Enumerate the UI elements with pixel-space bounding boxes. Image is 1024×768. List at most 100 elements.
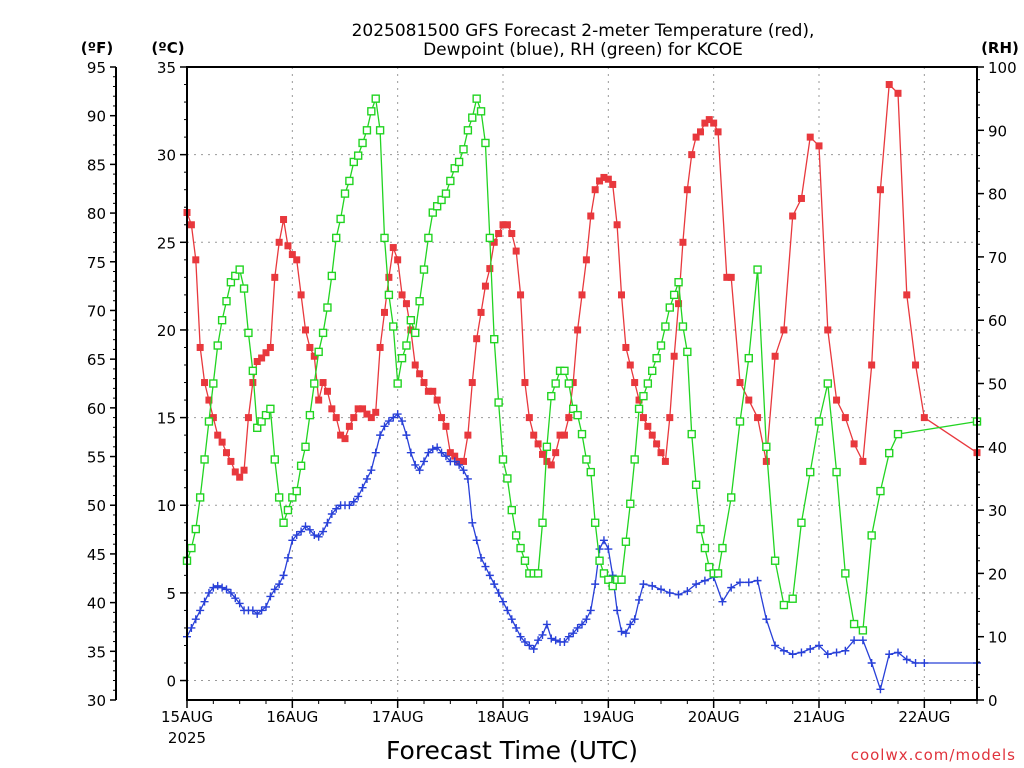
rh-point (446, 176, 455, 186)
rh-point (551, 379, 560, 388)
rh-point (687, 429, 696, 439)
dewpoint-point (231, 594, 240, 603)
dewpoint-point (867, 659, 876, 668)
dewpoint-point (635, 595, 644, 604)
temperature-point (310, 352, 318, 360)
rh-tick-label: 90 (988, 122, 1007, 140)
celsius-tick-label: 15 (157, 410, 176, 428)
fahrenheit-tick-label: 75 (87, 254, 106, 272)
dewpoint-point (345, 501, 354, 510)
temperature-point (460, 457, 467, 465)
dewpoint-point (617, 627, 626, 636)
rh-point (380, 233, 389, 243)
dewpoint-point (402, 431, 411, 440)
dewpoint-point (411, 460, 420, 469)
temperature-point (372, 408, 380, 416)
dewpoint-point (297, 527, 306, 536)
rh-tick-label: 50 (988, 376, 1007, 394)
rh-tick-label: 70 (988, 249, 1007, 267)
dewpoint-point (314, 532, 323, 541)
dewpoint-point (823, 650, 832, 659)
rh-point (415, 297, 424, 306)
celsius-tick-label: 20 (157, 322, 176, 340)
rh-point (516, 543, 525, 553)
dewpoint-point (700, 576, 709, 585)
dewpoint-point (433, 443, 442, 452)
celsius-tick-label: 30 (157, 147, 176, 165)
rh-point (547, 391, 556, 401)
rh-point (345, 176, 354, 186)
rh-point (727, 493, 736, 502)
dewpoint-point (569, 629, 578, 638)
rh-point (564, 379, 574, 388)
temperature-point (876, 186, 884, 194)
rh-point (586, 467, 595, 477)
dewpoint-point (367, 466, 376, 475)
rh-point (520, 556, 530, 565)
rh-point (292, 486, 301, 496)
temperature-point (350, 414, 358, 422)
rh-point (279, 518, 288, 527)
temperature-point (885, 81, 893, 89)
dewpoint-point (920, 659, 929, 668)
dewpoint-point (665, 588, 674, 597)
rh-point (481, 138, 490, 148)
temperature-point (512, 247, 520, 255)
temperature-point (565, 414, 573, 422)
rh-point (476, 107, 486, 116)
temperature-point (661, 457, 669, 465)
temperature-point (288, 251, 296, 259)
rh-point (604, 575, 613, 584)
temperature-point (271, 273, 279, 281)
dewpoint-point (604, 545, 613, 554)
rh-point (867, 531, 876, 540)
dewpoint-point (262, 602, 270, 611)
x-tick-label: 17AUG (372, 708, 424, 726)
temperature-point (262, 349, 270, 357)
rh-point (797, 518, 806, 527)
temperature-point (631, 379, 639, 387)
temperature-point (429, 387, 437, 395)
temperature-point (626, 361, 634, 369)
dewpoint-point (599, 536, 608, 545)
dewpoint-point (420, 457, 428, 466)
temperature-point (389, 244, 397, 252)
dewpoint-point (196, 606, 205, 615)
rh-point (358, 138, 367, 148)
dewpoint-point (450, 457, 459, 466)
rh-point (283, 505, 293, 515)
temperature-point (394, 256, 402, 264)
temperature-point (714, 128, 722, 136)
temperature-point (736, 379, 744, 387)
rh-point (406, 316, 416, 325)
rh-point (806, 467, 815, 477)
dewpoint-point (499, 597, 507, 606)
rh-point (494, 398, 503, 407)
temperature-point (670, 352, 678, 360)
dewpoint-point (283, 553, 292, 562)
x-tick-label: 19AUG (582, 708, 634, 726)
temperature-point (205, 396, 213, 404)
dewpoint-point (424, 448, 433, 457)
rh-point (569, 404, 578, 414)
temperature-point (227, 457, 235, 465)
rh-point (244, 328, 253, 338)
x-tick-label: 15AUG (161, 708, 213, 726)
temperature-point (666, 414, 674, 422)
temperature-point (613, 221, 621, 229)
rh-point (432, 202, 442, 211)
dewpoint-point (437, 448, 446, 457)
temperature-point (214, 431, 222, 439)
dewpoint-point (626, 620, 635, 629)
data-series (182, 81, 982, 694)
temperature-point (424, 387, 432, 395)
rh-point (538, 518, 547, 527)
temperature-point (341, 435, 349, 443)
rh-point (648, 366, 657, 376)
temperature-point (223, 449, 230, 457)
dewpoint-point (428, 445, 437, 454)
celsius-unit-label: (ºC) (151, 39, 184, 57)
dewpoint-point (564, 632, 573, 641)
x-tick-label: 18AUG (477, 708, 529, 726)
temperature-point (569, 379, 577, 387)
